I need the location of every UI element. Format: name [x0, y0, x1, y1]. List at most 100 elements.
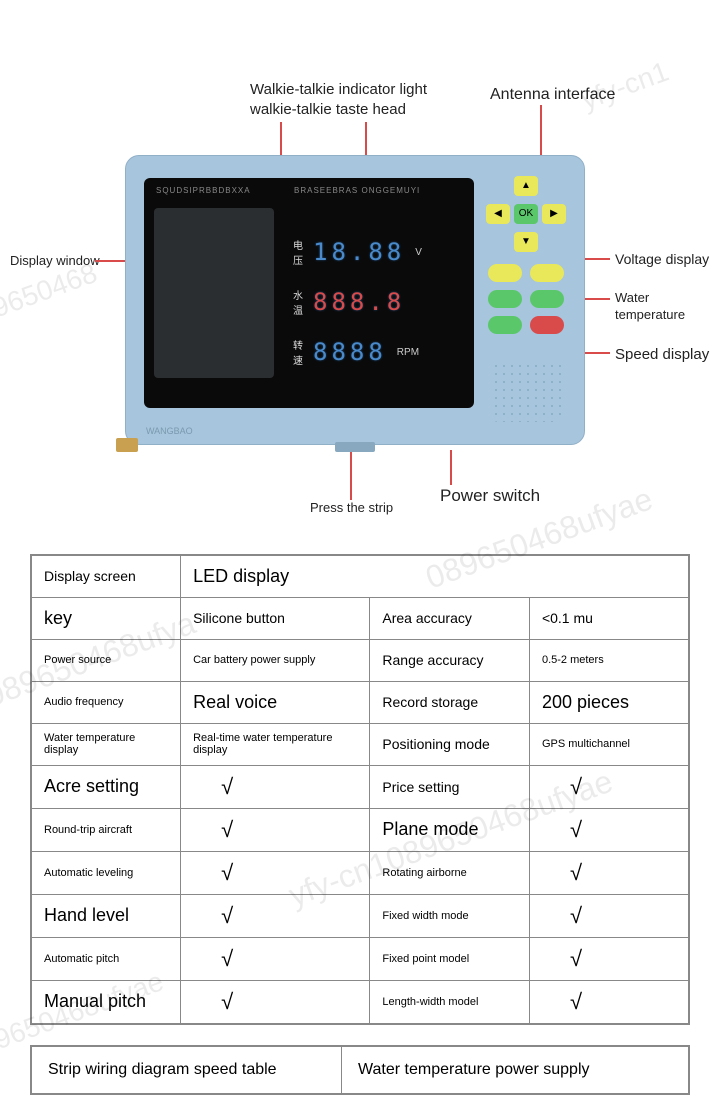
table-cell: Display screen: [31, 555, 181, 597]
table-cell: 200 pieces: [529, 681, 689, 723]
dpad-left[interactable]: ◀: [486, 204, 510, 224]
table-cell: √: [181, 808, 370, 851]
dpad-right[interactable]: ▶: [542, 204, 566, 224]
table-cell: Fixed width mode: [370, 894, 530, 937]
annotated-diagram: Walkie-talkie indicator light walkie-tal…: [0, 0, 720, 540]
table-cell: Automatic leveling: [31, 851, 181, 894]
table-cell: √: [181, 851, 370, 894]
panel-header-2: BRASEEBRAS ONGGEMUYI: [294, 186, 420, 195]
table-cell: √: [181, 894, 370, 937]
table-cell: Price setting: [370, 765, 530, 808]
table-row: keySilicone buttonArea accuracy<0.1 mu: [31, 597, 689, 639]
table-cell: Hand level: [31, 894, 181, 937]
table-cell: Water temperature display: [31, 723, 181, 765]
label-press-strip: Press the strip: [310, 500, 393, 517]
readout-water-temp: 水温 888.8: [289, 283, 464, 321]
label-power-switch: Power switch: [440, 485, 540, 507]
table-cell: 0.5-2 meters: [529, 639, 689, 681]
dpad-ok[interactable]: OK: [514, 204, 538, 224]
button-yellow-1[interactable]: [488, 264, 522, 282]
table-row: Round-trip aircraft√Plane mode√: [31, 808, 689, 851]
button-green-1[interactable]: [488, 290, 522, 308]
dpad-up[interactable]: ▲: [514, 176, 538, 196]
footer-box: Strip wiring diagram speed table Water t…: [30, 1045, 690, 1095]
table-cell: Acre setting: [31, 765, 181, 808]
cn-label: 电压: [289, 237, 307, 267]
speaker-grille: [492, 362, 562, 422]
table-cell: Area accuracy: [370, 597, 530, 639]
table-cell: Rotating airborne: [370, 851, 530, 894]
table-cell: GPS multichannel: [529, 723, 689, 765]
table-row: Audio frequencyReal voiceRecord storage2…: [31, 681, 689, 723]
screen-panel: SQUDSIPRBBDBXXA BRASEEBRAS ONGGEMUYI 电压 …: [144, 178, 474, 408]
table-cell: Car battery power supply: [181, 639, 370, 681]
lcd-display: [154, 208, 274, 378]
table-cell: Audio frequency: [31, 681, 181, 723]
table-cell: Record storage: [370, 681, 530, 723]
leader-line: [450, 450, 452, 485]
leader-line: [350, 450, 352, 500]
table-cell: Real-time water temperature display: [181, 723, 370, 765]
label-display-window: Display window: [10, 253, 100, 270]
table-cell: √: [529, 980, 689, 1024]
footer-left: Strip wiring diagram speed table: [32, 1047, 342, 1093]
table-cell: <0.1 mu: [529, 597, 689, 639]
table-cell: Range accuracy: [370, 639, 530, 681]
footer-right: Water temperature power supply: [342, 1047, 606, 1093]
table-cell: Round-trip aircraft: [31, 808, 181, 851]
digits: 8888: [313, 338, 387, 366]
button-green-2[interactable]: [530, 290, 564, 308]
table-row: Display screenLED display: [31, 555, 689, 597]
table-row: Power sourceCar battery power supplyRang…: [31, 639, 689, 681]
table-cell: √: [529, 765, 689, 808]
table-cell: √: [529, 808, 689, 851]
table-cell: √: [181, 937, 370, 980]
label-water-temp: Water temperature: [615, 290, 720, 324]
table-row: Acre setting√Price setting√: [31, 765, 689, 808]
keypad: ▲ ◀ OK ▶ ▼: [482, 176, 570, 334]
unit: V: [415, 247, 422, 258]
table-cell: Automatic pitch: [31, 937, 181, 980]
label-antenna: Antenna interface: [490, 85, 615, 106]
table-cell: Manual pitch: [31, 980, 181, 1024]
antenna-port: [116, 438, 138, 452]
panel-header-1: SQUDSIPRBBDBXXA: [156, 186, 251, 195]
unit: RPM: [397, 347, 419, 358]
device-logo: WANGBAO: [146, 426, 193, 436]
table-cell: √: [529, 894, 689, 937]
table-cell: Plane mode: [370, 808, 530, 851]
dpad: ▲ ◀ OK ▶ ▼: [482, 176, 570, 256]
table-row: Automatic pitch√Fixed point model√: [31, 937, 689, 980]
digits: 888.8: [313, 288, 405, 316]
table-cell: Real voice: [181, 681, 370, 723]
table-cell: Silicone button: [181, 597, 370, 639]
table-row: Automatic leveling√Rotating airborne√: [31, 851, 689, 894]
digits: 18.88: [313, 238, 405, 266]
power-switch[interactable]: [335, 442, 375, 452]
device-body: SQUDSIPRBBDBXXA BRASEEBRAS ONGGEMUYI 电压 …: [125, 155, 585, 445]
table-row: Hand level√Fixed width mode√: [31, 894, 689, 937]
readout-voltage: 电压 18.88 V: [289, 233, 464, 271]
table-row: Water temperature displayReal-time water…: [31, 723, 689, 765]
spec-table: Display screenLED displaykeySilicone but…: [30, 554, 690, 1025]
button-green-3[interactable]: [488, 316, 522, 334]
table-cell: Fixed point model: [370, 937, 530, 980]
button-red-1[interactable]: [530, 316, 564, 334]
table-row: Manual pitch√Length-width model√: [31, 980, 689, 1024]
table-cell: Positioning mode: [370, 723, 530, 765]
label-voltage: Voltage display: [615, 250, 709, 268]
table-cell: LED display: [181, 555, 689, 597]
table-cell: √: [181, 765, 370, 808]
label-speed: Speed display: [615, 345, 709, 365]
table-cell: key: [31, 597, 181, 639]
table-cell: √: [529, 937, 689, 980]
label-walkie: Walkie-talkie indicator light walkie-tal…: [250, 80, 427, 119]
readout-speed: 转速 8888 RPM: [289, 333, 464, 371]
table-cell: Power source: [31, 639, 181, 681]
table-cell: Length-width model: [370, 980, 530, 1024]
table-cell: √: [529, 851, 689, 894]
cn-label: 水温: [289, 287, 307, 317]
dpad-down[interactable]: ▼: [514, 232, 538, 252]
button-yellow-2[interactable]: [530, 264, 564, 282]
cn-label: 转速: [289, 337, 307, 367]
